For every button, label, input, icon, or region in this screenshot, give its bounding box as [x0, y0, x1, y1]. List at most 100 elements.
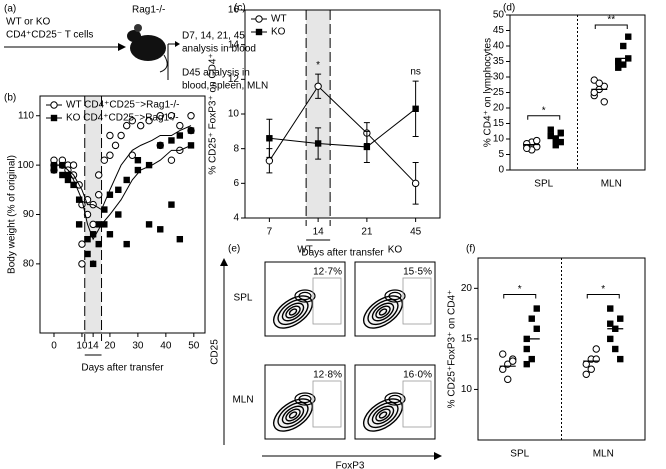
open-circle-marker [78, 260, 86, 268]
open-circle-marker [499, 365, 507, 373]
contour [384, 392, 406, 406]
row-label: SPL [234, 293, 253, 304]
filled-square-marker [168, 201, 175, 208]
highlight-band [84, 96, 102, 333]
y-axis-label: % CD25⁺FoxP3⁺ on CD4⁺ [447, 290, 458, 409]
column-label: WT [297, 245, 313, 256]
filled-square-marker [64, 171, 72, 179]
filled-square-marker [59, 171, 66, 179]
open-circle-marker [600, 98, 608, 106]
filled-square-marker [617, 355, 624, 363]
y-tick-label: 14 [228, 39, 240, 50]
filled-square-marker [115, 186, 122, 194]
open-circle-marker [314, 82, 322, 90]
series-line [268, 85, 416, 184]
y-axis-label: % CD25⁺ FoxP3⁺ on CD4⁺ [208, 53, 219, 174]
x-axis-label: FoxP3 [336, 461, 365, 469]
legend-marker [255, 15, 263, 23]
open-circle-marker [176, 121, 184, 130]
legend-marker [50, 114, 58, 122]
gate [312, 380, 342, 428]
row-label: MLN [232, 395, 253, 406]
column-label: KO [388, 245, 403, 256]
annotation: ns [410, 67, 421, 78]
x-tick-label: 21 [361, 227, 373, 238]
open-circle-marker [136, 121, 145, 130]
legend-label: KO CD4⁺CD25⁻>Rag1-/- [66, 113, 179, 124]
filled-square-marker [75, 221, 83, 228]
x-tick-label: 45 [410, 227, 422, 238]
x-tick-label: 40 [160, 341, 172, 352]
open-circle-marker [167, 156, 176, 164]
filled-square-marker [607, 335, 614, 343]
significance-label: ** [607, 15, 615, 26]
filled-square-marker [314, 140, 322, 147]
filled-square-marker [157, 226, 164, 233]
filled-square-marker [134, 156, 142, 164]
contour [388, 394, 402, 404]
open-circle-marker [95, 171, 103, 179]
contour [294, 392, 316, 406]
y-tick-label: 12 [228, 74, 240, 85]
y-tick-label: 20 [493, 103, 505, 114]
filled-square-marker [123, 240, 130, 248]
significance-bracket [503, 294, 537, 299]
filled-square-marker [615, 58, 622, 65]
open-circle-marker [533, 136, 541, 145]
legend-marker [255, 28, 263, 36]
x-tick-label: 14 [88, 341, 100, 352]
y-tick-label: 0 [498, 165, 504, 176]
y-tick-label: 25 [493, 87, 505, 98]
y-axis-label: CD25 [210, 339, 221, 365]
filled-square-marker [95, 221, 102, 228]
source-line: CD4⁺CD25⁻ T cells [6, 30, 93, 41]
y-axis-label: % CD4⁺ on lymphocytes [483, 38, 494, 147]
panel-label: (c) [234, 3, 246, 14]
y-tick-label: 50 [493, 10, 505, 21]
filled-square-marker [134, 166, 142, 174]
x-tick-label: SPL [510, 449, 529, 460]
series-line [269, 108, 416, 148]
filled-square-marker [176, 132, 184, 139]
filled-square-marker [64, 176, 72, 184]
filled-square-marker [106, 231, 114, 238]
contour [378, 411, 388, 419]
arrow-head [434, 452, 442, 460]
open-circle-marker [145, 116, 153, 125]
gate-percent: 16·0% [403, 370, 432, 381]
open-circle-marker [590, 88, 598, 97]
filled-square-marker [363, 143, 371, 151]
x-tick-label: MLN [593, 449, 614, 460]
x-tick-label: SPL [534, 179, 553, 190]
y-tick-label: 90 [23, 209, 35, 220]
gate-percent: 15·5% [403, 267, 432, 278]
significance-label: * [518, 284, 522, 295]
y-tick-label: 10 [493, 134, 505, 145]
source-line: WT or KO [6, 17, 50, 28]
y-tick-label: 5 [498, 149, 504, 160]
open-circle-marker [187, 112, 195, 120]
gate-percent: 12·7% [313, 267, 342, 278]
filled-square-marker [84, 250, 91, 258]
y-tick-label: 15 [461, 334, 473, 345]
plot-frame [39, 95, 206, 334]
flow-plot: 15·5% [354, 261, 436, 337]
y-tick-label: 110 [18, 110, 34, 121]
open-circle-marker [587, 365, 595, 373]
filled-square-marker [187, 127, 195, 134]
arrow-head [118, 43, 126, 51]
y-tick-label: 6 [233, 178, 239, 189]
arrow-head [175, 41, 180, 47]
contour [294, 289, 316, 303]
series-line [53, 144, 192, 241]
open-circle-marker [582, 370, 590, 378]
significance-bracket [527, 115, 561, 120]
filled-square-marker [84, 235, 91, 243]
filled-square-marker [528, 355, 535, 363]
panel-label: (e) [228, 244, 240, 255]
contour [281, 302, 305, 322]
filled-square-marker [70, 181, 77, 189]
filled-square-marker [101, 221, 108, 228]
contour [285, 305, 301, 319]
analysis-line: blood, spleen, MLN [182, 81, 268, 92]
